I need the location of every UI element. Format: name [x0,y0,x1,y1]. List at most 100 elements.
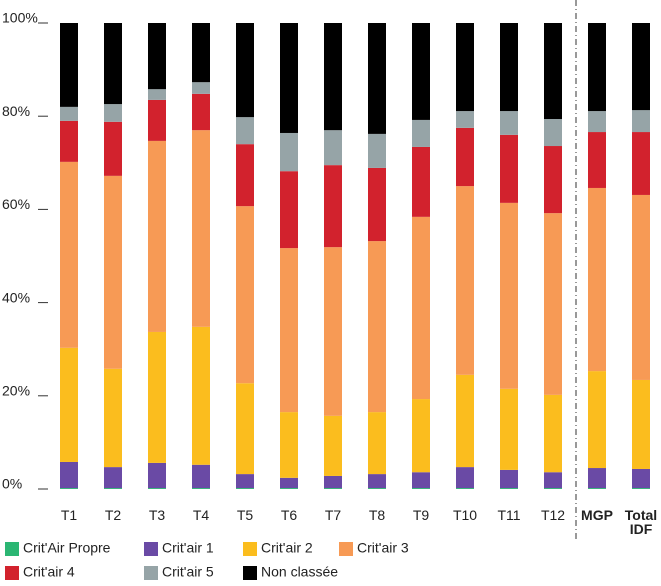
bar-segment [192,23,210,83]
bar-segment [324,488,342,489]
y-tick-label: 20% [2,383,30,399]
bar-segment [324,130,342,166]
x-tick-label: T10 [452,507,478,523]
bar-segment [280,171,298,249]
bar-segment [148,462,166,489]
legend-swatch [5,542,19,556]
bar-segment [632,194,650,380]
bar-segment [192,93,210,131]
y-tick-label: 0% [2,476,22,492]
bar-segment [368,412,386,475]
legend-label: Crit'Air Propre [23,540,111,556]
bar-segment [544,488,562,489]
legend-swatch [144,542,158,556]
bar-segment [456,111,474,128]
x-tick-label: T9 [412,507,430,523]
bar-segment [368,23,386,134]
bar-segment [544,146,562,214]
bar-segment [148,89,166,100]
x-tick-label: T1 [60,507,78,523]
bar-segment [632,468,650,489]
bar-segment [588,371,606,469]
y-tick-label: 100% [2,10,38,26]
bar-segment [60,120,78,162]
bar-segment [456,488,474,489]
bar-segment [500,469,518,489]
bar-segment [236,23,254,118]
bar-segment [632,110,650,133]
bar-segment [104,23,122,105]
bar-segment [544,23,562,119]
bar-segment [588,468,606,489]
bar-segment [192,82,210,94]
x-tick-label: T12 [540,507,566,523]
x-tick-label: T11 [497,507,521,523]
bar-segment [368,167,386,242]
x-tick-label: T6 [280,507,298,523]
y-tick-label: 40% [2,289,30,305]
bar-segment [236,206,254,384]
legend-swatch [144,566,158,580]
bar-segment [324,415,342,476]
x-tick-label: T4 [192,507,210,523]
bar-segment [412,23,430,120]
bar-segment [588,23,606,112]
bar-segment [104,488,122,489]
bar-segment [544,118,562,147]
bar-segment [104,175,122,369]
bar-segment [280,412,298,478]
bar-segment [588,488,606,489]
bar-segment [412,216,430,400]
bar-segment [192,464,210,489]
bar-segment [104,121,122,176]
bar-segment [500,488,518,489]
legend-label: Crit'air 5 [162,564,214,580]
legend-label: Non classée [261,564,338,580]
bar-segment [544,472,562,489]
legend-label: Crit'air 1 [162,540,214,556]
bar-segment [148,140,166,332]
bar-segment [60,347,78,462]
bar-segment [192,488,210,489]
bar-segment [500,202,518,389]
bar-segment [148,99,166,141]
legend-swatch [5,566,19,580]
bar-segment [148,331,166,463]
bar-segment [192,130,210,327]
x-tick-label: T3 [148,507,166,523]
bar-segment [456,374,474,468]
bar-segment [104,467,122,489]
bar-segment [324,475,342,489]
bar-segment [368,474,386,489]
x-tick-label: Total IDF [624,507,658,537]
bar-segment [588,111,606,133]
bar-segment [368,133,386,168]
y-tick-label: 60% [2,196,30,212]
legend-label: Crit'air 3 [357,540,409,556]
bar-segment [280,477,298,489]
bar-segment [500,23,518,112]
x-tick-label: T5 [236,507,254,523]
legend-label: Crit'air 2 [261,540,313,556]
bar-segment [236,144,254,207]
bar-segment [236,488,254,489]
legend-label: Crit'air 4 [23,564,75,580]
x-tick-label: MGP [581,507,613,523]
bar-segment [60,461,78,489]
bar-segment [280,248,298,413]
bar-segment [60,23,78,107]
bar-segment [280,132,298,172]
bar-segment [544,213,562,395]
bar-segment [104,104,122,122]
bar-segment [456,467,474,489]
bar-segment [324,247,342,416]
bar-segment [500,111,518,135]
bar-segment [412,488,430,489]
bar-segment [632,23,650,111]
bar-segment [456,186,474,375]
bar-segment [192,326,210,465]
bar-segment [368,241,386,413]
x-tick-label: T8 [368,507,386,523]
